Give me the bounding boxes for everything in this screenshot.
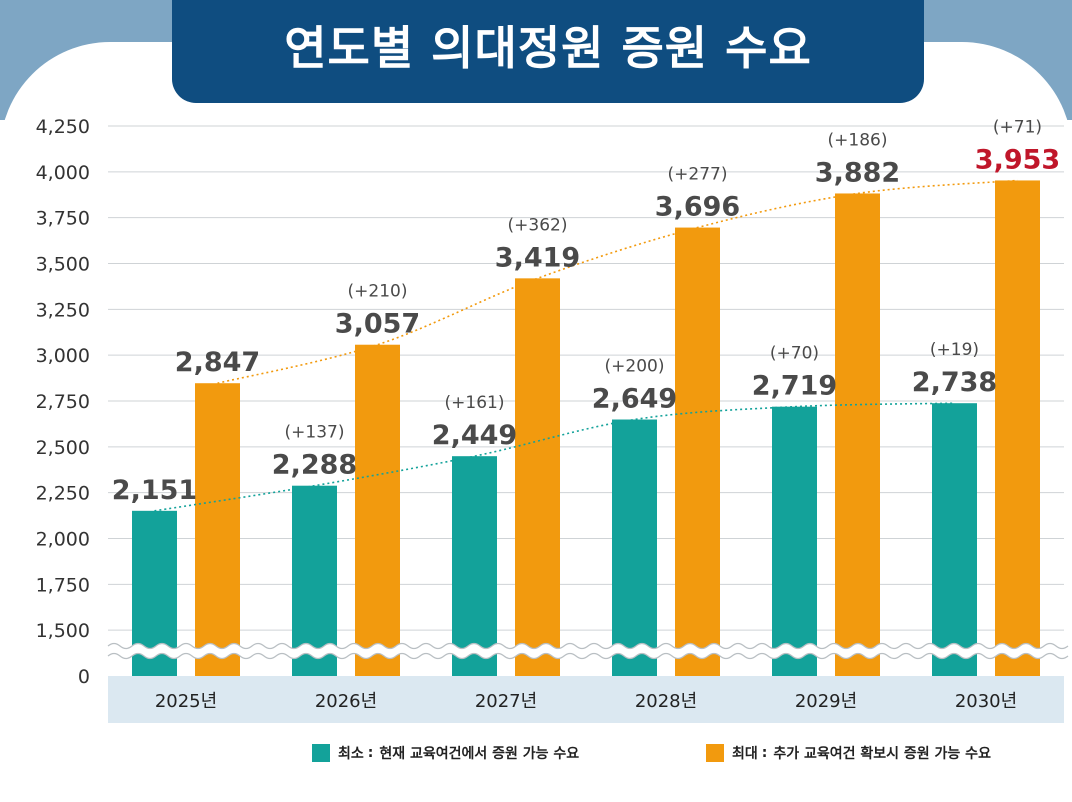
legend-min: 최소 : 현재 교육여건에서 증원 가능 수요 bbox=[312, 742, 579, 764]
data-label-max: 3,057 bbox=[335, 309, 420, 340]
y-tick-label: 3,250 bbox=[36, 299, 90, 321]
bar-max bbox=[835, 193, 880, 676]
y-tick-label: 1,750 bbox=[36, 574, 90, 596]
trend-lines bbox=[154, 179, 1018, 512]
axis-break-band bbox=[105, 644, 1071, 658]
data-label-min: 2,738 bbox=[912, 367, 997, 398]
y-tick-label: 0 bbox=[78, 666, 90, 688]
increment-label-max: (+362) bbox=[508, 215, 568, 235]
x-axis-band bbox=[108, 676, 1064, 723]
bar-max bbox=[195, 383, 240, 676]
x-tick-label: 2028년 bbox=[635, 691, 697, 712]
legend-max-text: 추가 교육여건 확보시 증원 가능 수요 bbox=[773, 746, 991, 762]
increment-label-min: (+70) bbox=[770, 344, 819, 364]
x-tick-label: 2027년 bbox=[475, 691, 537, 712]
legend-max-colon: : bbox=[761, 745, 768, 761]
page-title: 연도별 의대정원 증원 수요 bbox=[172, 0, 924, 103]
y-tick-label: 4,000 bbox=[36, 162, 90, 184]
y-tick-label: 2,750 bbox=[36, 391, 90, 413]
bar-max bbox=[675, 227, 720, 677]
data-label-min: 2,151 bbox=[112, 475, 197, 506]
bar-min bbox=[452, 456, 497, 676]
data-label-max: 2,847 bbox=[175, 347, 260, 378]
legend-max-key: 최대 bbox=[732, 746, 758, 762]
bar-min bbox=[932, 403, 977, 676]
x-tick-label: 2030년 bbox=[955, 691, 1017, 712]
data-label-max: 3,953 bbox=[975, 144, 1060, 175]
x-tick-label: 2026년 bbox=[315, 691, 377, 712]
legend-max-swatch bbox=[706, 744, 724, 762]
legend-min-key: 최소 bbox=[338, 746, 364, 762]
y-tick-label: 2,250 bbox=[36, 483, 90, 505]
legend-min-text: 현재 교육여건에서 증원 가능 수요 bbox=[379, 746, 580, 762]
increment-label-max: (+210) bbox=[348, 282, 408, 302]
increment-label-min: (+137) bbox=[285, 423, 345, 443]
data-label-min: 2,649 bbox=[592, 384, 677, 415]
increment-label-max: (+71) bbox=[993, 117, 1042, 137]
increment-label-max: (+186) bbox=[828, 130, 888, 150]
increment-label-min: (+19) bbox=[930, 340, 979, 360]
y-axis-ticks: 0 1,500 1,750 2,000 2,250 2,500 2,750 3,000 3,25… bbox=[36, 116, 90, 688]
gridlines bbox=[108, 125, 1064, 631]
trend-line-max bbox=[217, 179, 1018, 384]
axis-break-line-top bbox=[107, 642, 1069, 650]
axis-break-line-bottom bbox=[107, 652, 1069, 660]
bars bbox=[132, 180, 1040, 677]
increment-label-max: (+277) bbox=[668, 165, 728, 185]
axis-break bbox=[105, 642, 1071, 660]
data-label-max: 3,419 bbox=[495, 242, 580, 273]
x-tick-label: 2025년 bbox=[155, 691, 217, 712]
data-label-min: 2,449 bbox=[432, 420, 517, 451]
y-tick-label: 2,000 bbox=[36, 529, 90, 551]
y-tick-label: 3,750 bbox=[36, 208, 90, 230]
data-label-min: 2,288 bbox=[272, 450, 357, 481]
data-label-max: 3,882 bbox=[815, 157, 900, 188]
data-label-min: 2,719 bbox=[752, 371, 837, 402]
increment-label-min: (+200) bbox=[605, 357, 665, 377]
y-tick-label: 3,000 bbox=[36, 345, 90, 367]
legend-min-colon: : bbox=[367, 745, 374, 761]
data-labels: 2,151 2,847 2,288 3,057 (+137) (+210) 2,449 3,4… bbox=[112, 117, 1060, 505]
trend-line-min bbox=[154, 402, 955, 512]
bar-max bbox=[995, 180, 1040, 676]
y-tick-label: 3,500 bbox=[36, 254, 90, 276]
increment-label-min: (+161) bbox=[445, 393, 505, 413]
data-label-max: 3,696 bbox=[655, 192, 740, 223]
y-tick-label: 2,500 bbox=[36, 437, 90, 459]
legend-max: 최대 : 추가 교육여건 확보시 증원 가능 수요 bbox=[706, 742, 991, 764]
y-tick-label: 1,500 bbox=[36, 620, 90, 642]
bar-max bbox=[355, 344, 400, 676]
bar-min bbox=[612, 419, 657, 676]
bar-chart: 0 1,500 1,750 2,000 2,250 2,500 2,750 3,000 3,25… bbox=[35, 116, 1071, 723]
x-axis-ticks: 2025년 2026년 2027년 2028년 2029년 2030년 bbox=[155, 691, 1017, 712]
y-tick-label: 4,250 bbox=[36, 116, 90, 138]
legend-min-swatch bbox=[312, 744, 330, 762]
bar-min bbox=[772, 406, 817, 676]
bar-max bbox=[515, 278, 560, 676]
x-tick-label: 2029년 bbox=[795, 691, 857, 712]
